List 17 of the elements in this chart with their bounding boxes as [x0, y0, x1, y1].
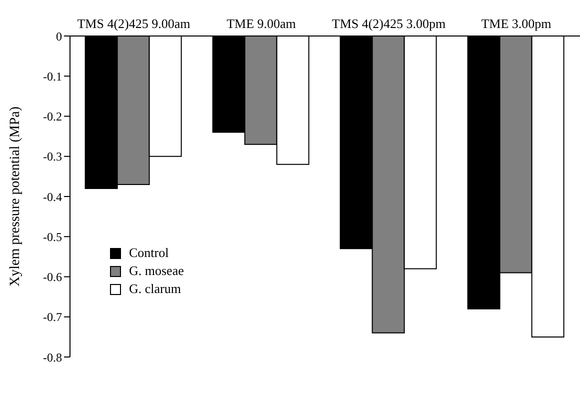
y-tick-label: -0.8	[43, 350, 62, 364]
x-tick-label: TMS 4(2)425 3.00pm	[332, 16, 446, 31]
y-tick-label: -0.1	[43, 69, 62, 84]
y-tick-label: -0.7	[43, 310, 62, 324]
x-tick-label: TME 3.00pm	[481, 16, 552, 31]
y-tick-label: -0.6	[43, 270, 62, 284]
legend-label: G. clarum	[129, 281, 181, 297]
y-tick-label: -0.2	[43, 110, 62, 124]
y-tick-label: -0.4	[43, 190, 62, 204]
y-tick-label: -0.5	[43, 230, 62, 244]
y-tick-label: -0.3	[43, 150, 62, 164]
y-axis-title: Xylem pressure potential (MPa)	[8, 106, 23, 287]
x-tick-label: TME 9.00am	[226, 16, 296, 31]
x-tick-label: TMS 4(2)425 9.00am	[77, 16, 190, 31]
y-tick-label: 0	[56, 29, 62, 44]
legend-label: Control	[129, 245, 169, 261]
legend-label: G. moseae	[129, 263, 184, 279]
